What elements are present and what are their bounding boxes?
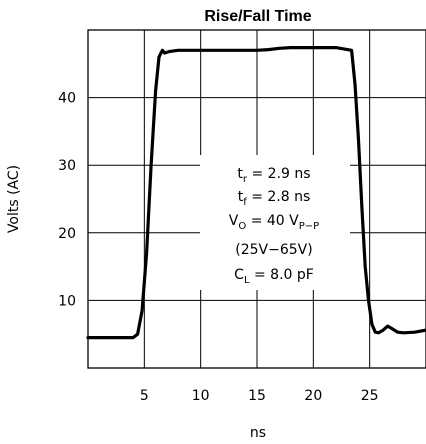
chart-title: Rise/Fall Time bbox=[204, 8, 311, 25]
annotation-vo: VO = 40 VP−P bbox=[229, 213, 319, 232]
x-axis-label: ns bbox=[250, 425, 266, 441]
annotation-range: (25V−65V) bbox=[235, 242, 312, 258]
series-group bbox=[86, 46, 426, 340]
annotation-cl: CL = 8.0 pF bbox=[234, 267, 314, 286]
x-tick-labels: 5 10 15 20 25 bbox=[140, 388, 379, 404]
y-tick-label: 40 bbox=[58, 91, 76, 107]
annotation-background bbox=[200, 155, 350, 290]
x-tick-label: 20 bbox=[304, 388, 322, 404]
annotation-tr: tr = 2.9 ns bbox=[237, 166, 310, 185]
annotation: tr = 2.9 ns tf = 2.8 ns VO = 40 VP−P (25… bbox=[229, 166, 319, 286]
annotation-tf: tf = 2.8 ns bbox=[238, 189, 311, 208]
y-tick-labels: 10 20 30 40 bbox=[58, 91, 76, 310]
y-tick-label: 30 bbox=[58, 158, 76, 174]
series-line bbox=[86, 46, 426, 340]
x-tick-label: 5 bbox=[140, 388, 149, 404]
x-tick-label: 10 bbox=[192, 388, 210, 404]
y-tick-label: 20 bbox=[58, 226, 76, 242]
y-axis-label: Volts (AC) bbox=[6, 165, 22, 233]
y-tick-label: 10 bbox=[58, 293, 76, 309]
x-tick-label: 15 bbox=[248, 388, 266, 404]
x-tick-label: 25 bbox=[361, 388, 379, 404]
